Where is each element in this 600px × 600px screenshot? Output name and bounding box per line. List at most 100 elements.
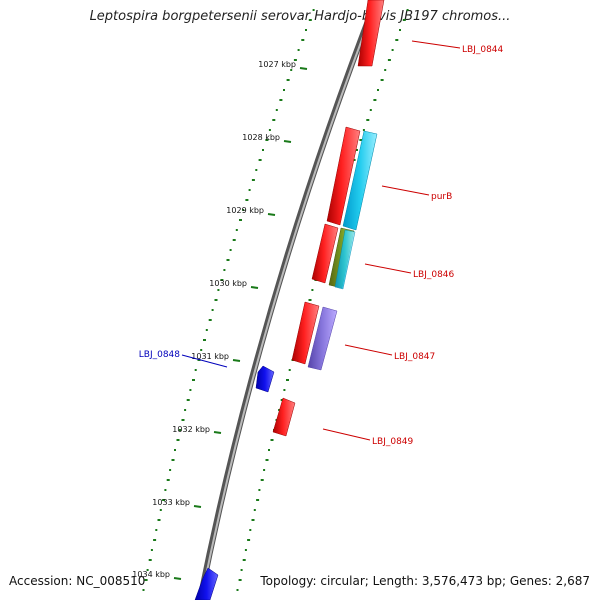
gene-label-lbj0844[interactable]: LBJ_0844 [462,45,504,55]
minor-tick-dot [255,169,258,171]
minor-tick-dot [356,149,358,151]
gene-label-lbj0848[interactable]: LBJ_0848 [139,350,181,360]
minor-tick-dot [229,249,232,251]
minor-tick-dot [377,89,379,91]
minor-tick-dot [279,99,283,101]
gene-features [194,0,385,600]
scale-tick-label: 1032 kbp [172,425,210,434]
label-leaders [181,40,461,441]
minor-tick-dot [283,389,286,391]
minor-tick-dot [220,279,224,281]
scale-tick-label: 1027 kbp [258,60,296,69]
minor-tick-dot [248,189,251,191]
gene-lbj0848-feature[interactable] [255,365,275,393]
gene-purb-feature[interactable] [342,130,378,231]
minor-tick-dot [262,149,264,151]
minor-tick-dot [301,39,305,41]
minor-tick-dot [286,79,290,81]
minor-tick-dot [176,439,180,441]
gene-label-lbj0847[interactable]: LBJ_0847 [394,352,435,362]
scale-tick-label: 1029 kbp [226,206,264,215]
scale-tick-mark [267,213,276,216]
leader-line [322,428,371,441]
scale-tick-mark [299,67,308,70]
minor-tick-dot [200,349,203,351]
gene-lbj0847-feature[interactable] [307,306,338,371]
minor-tick-dot [189,389,192,391]
minor-tick-dot [242,209,245,211]
leader-line [381,185,430,196]
minor-tick-dot [253,509,256,511]
gene-red-feature[interactable] [326,126,361,226]
minor-tick-dot [249,529,252,531]
minor-tick-dot [278,409,281,411]
minor-tick-dot [362,129,365,131]
minor-tick-dot [399,29,401,31]
gene-label-lbj0846[interactable]: LBJ_0846 [413,270,455,280]
minor-tick-dot [226,259,230,261]
minor-tick-dot [258,159,262,161]
minor-tick-dot [384,69,387,71]
minor-tick-dot [157,519,161,521]
minor-tick-dot [186,399,190,401]
minor-tick-dot [260,479,264,481]
minor-tick-dot [263,469,266,471]
scale-tick-mark [173,577,182,580]
minor-tick-dot [290,69,293,71]
leader-line [181,354,228,368]
gene-red-feature[interactable] [311,223,339,284]
minor-tick-dot [184,409,187,411]
gene-cyan-feature[interactable] [334,229,356,290]
gene-lbj0844-feature[interactable] [357,0,385,67]
leader-line [344,344,393,356]
accession-label: Accession: NC_008510 [9,574,146,588]
chromosome-backbone [197,0,379,600]
minor-tick-dot [238,579,242,581]
gene-lbj0849-feature[interactable] [272,397,296,437]
minor-tick-dot [242,559,246,561]
scale-ticks: 1027 kbp 1028 kbp 1029 kbp 1030 kbp 1031… [132,60,308,580]
scale-tick-mark [283,140,292,143]
minor-tick-dot [297,49,300,51]
minor-tick-dot [236,589,239,591]
minor-tick-dot [311,289,314,291]
minor-tick-dot [308,299,312,301]
minor-tick-dot [247,539,251,541]
gene-blue-feature[interactable] [194,567,219,600]
minor-tick-dot [359,139,363,141]
minor-tick-dot [369,109,372,111]
minor-tick-dot [265,459,269,461]
leader-line [364,263,412,274]
minor-tick-dot [217,289,220,291]
scale-tick-mark [232,359,241,362]
minor-tick-dot [308,19,312,21]
minor-tick-dot [312,9,315,11]
minor-tick-dot [258,489,261,491]
minor-tick-dot [406,9,409,11]
scale-tick-mark [213,431,222,434]
genome-stats-label: Topology: circular; Length: 3,576,473 bp… [260,574,590,588]
minor-tick-dot [366,119,370,121]
minor-tick-dot [232,239,236,241]
gene-label-lbj0849[interactable]: LBJ_0849 [372,437,414,447]
minor-tick-dot [272,119,276,121]
minor-tick-dot [240,569,243,571]
minor-tick-dot [239,219,242,221]
minor-tick-dot [270,439,274,441]
minor-tick-dot [142,589,145,591]
scale-tick-mark [193,505,202,508]
minor-tick-dot [265,139,269,141]
minor-tick-dot [268,449,270,451]
outer-tick-track [236,9,409,591]
scale-tick-mark [250,286,259,289]
minor-tick-dot [268,129,271,131]
leader-line [411,40,461,49]
scale-tick-label: 1034 kbp [132,570,170,579]
minor-tick-dot [293,59,297,61]
minor-tick-dot [251,179,255,181]
gene-label-purb[interactable]: purB [431,192,452,202]
minor-tick-dot [211,309,214,311]
minor-tick-dot [153,539,157,541]
gene-red-feature[interactable] [291,301,320,365]
